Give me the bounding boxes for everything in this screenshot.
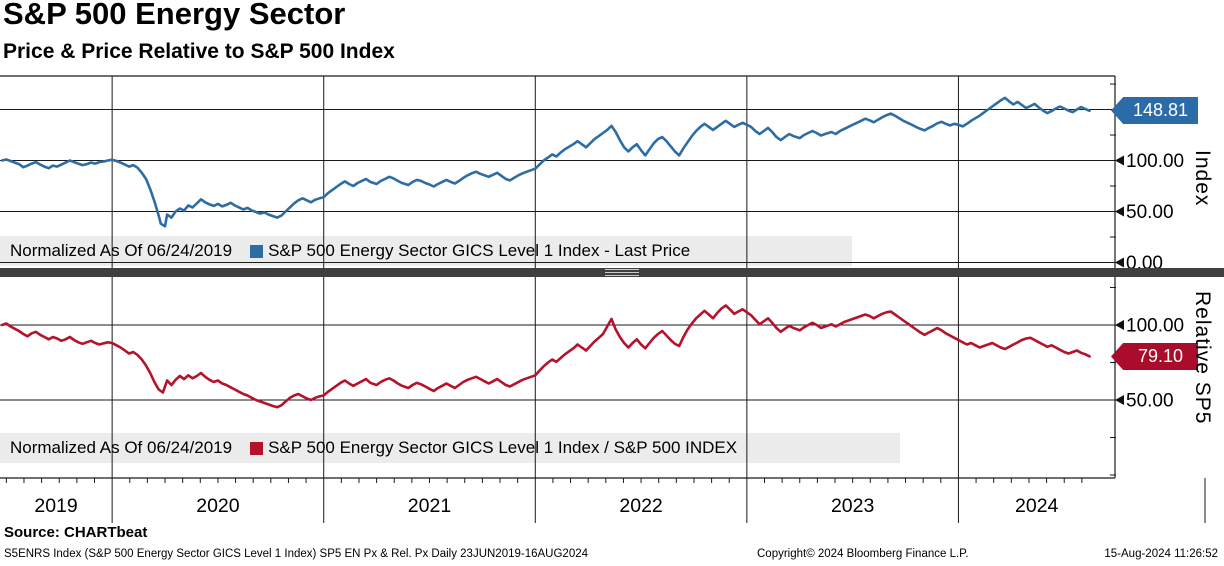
x-year-label: 2024 [1015,495,1059,517]
panel-splitter[interactable] [0,268,1224,277]
splitter-grip-icon[interactable] [605,269,639,276]
footer-copyright: Copyright© 2024 Bloomberg Finance L.P. [757,548,969,560]
x-year-label: 2023 [831,495,874,517]
y-tick-arrow-icon [1115,155,1124,166]
price-series-swatch-icon [250,244,264,258]
legend-strip-0 [0,236,852,266]
price-series-line [0,96,1091,228]
last-price-badge: 148.81 [1111,97,1198,124]
legend-strip-1 [0,433,900,463]
relative-axis-title: Relative SP5 [1191,291,1214,425]
price-series-label: S&P 500 Energy Sector GICS Level 1 Index… [268,241,691,260]
relative-legend: Normalized As Of 06/24/2019 S&P 500 Ener… [10,433,737,463]
y-tick-label: 100.00 [1126,316,1184,337]
x-year-label: 2022 [619,495,662,517]
normalized-note: Normalized As Of 06/24/2019 [10,241,233,260]
y-tick-arrow-icon [1115,206,1124,217]
footer-description: S5ENRS Index (S&P 500 Energy Sector GICS… [4,548,589,560]
x-year-label: 2021 [408,495,451,517]
y-tick-label: 50.00 [1126,202,1174,223]
x-year-label: 2020 [196,495,240,517]
normalized-note: Normalized As Of 06/24/2019 [10,438,233,457]
y-tick-label: 100.00 [1126,151,1184,172]
y-tick-arrow-icon [1115,257,1124,268]
relative-series-line [0,304,1091,409]
page-title: S&P 500 Energy Sector [3,0,346,31]
y-tick-arrow-icon [1115,320,1124,330]
y-tick-label: 50.00 [1126,391,1174,412]
y-tick-arrow-icon [1115,395,1124,405]
price-axis-title: Index [1191,150,1214,207]
page-subtitle: Price & Price Relative to S&P 500 Index [3,40,395,63]
source-line: Source: CHARTbeat [4,524,148,541]
price-legend: Normalized As Of 06/24/2019 S&P 500 Ener… [10,236,690,266]
footer-timestamp: 15-Aug-2024 11:26:52 [1104,548,1218,560]
last-relative-badge: 79.10 [1111,343,1198,370]
relative-series-label: S&P 500 Energy Sector GICS Level 1 Index… [268,438,738,457]
relative-series-swatch-icon [250,441,264,455]
x-year-label: 2019 [34,495,77,517]
